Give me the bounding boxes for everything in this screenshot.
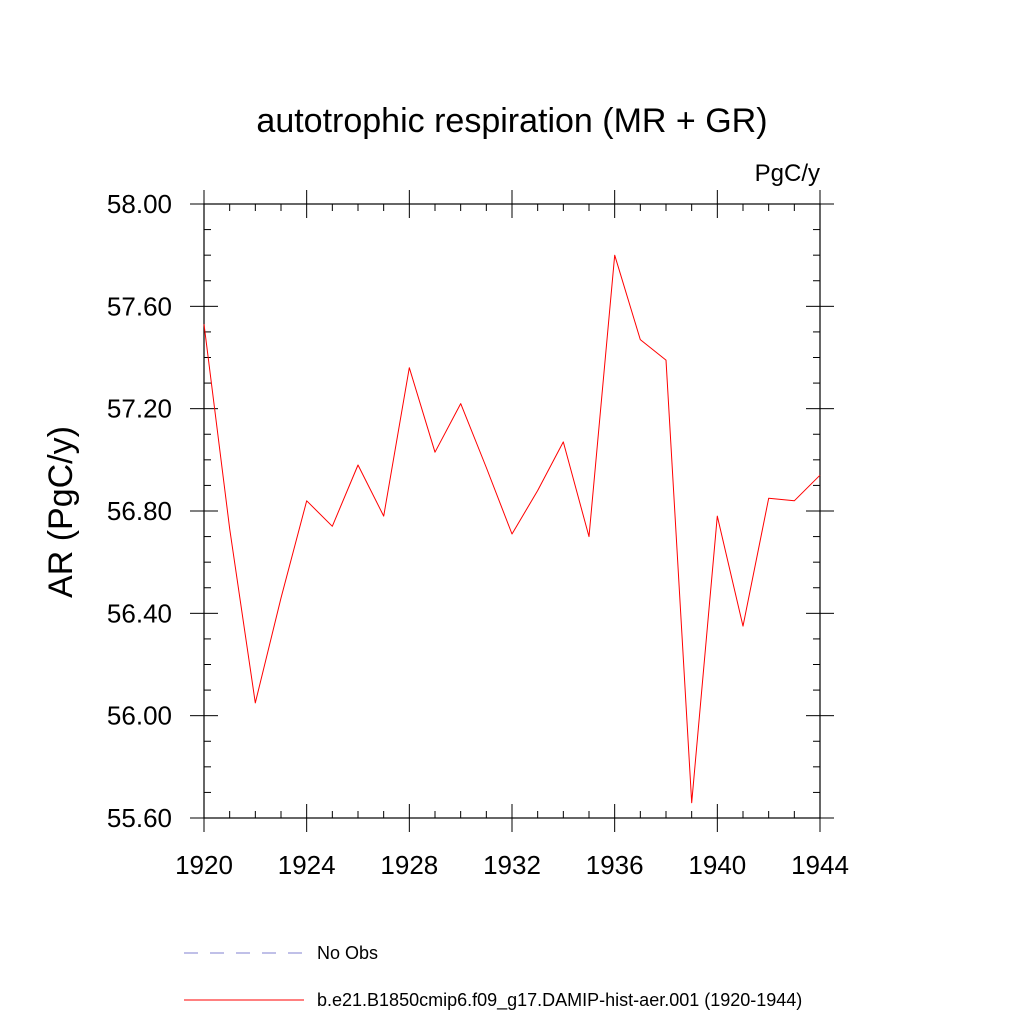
y-tick-label: 56.00: [107, 701, 172, 731]
units-label: PgC/y: [755, 160, 820, 187]
y-tick-label: 55.60: [107, 803, 172, 833]
legend-label-no-obs: No Obs: [317, 943, 378, 963]
y-tick-label: 57.60: [107, 291, 172, 321]
series-layer: [203, 254, 821, 804]
x-tick-label: 1920: [175, 850, 233, 880]
x-tick-label: 1924: [278, 850, 336, 880]
chart-title: autotrophic respiration (MR + GR): [256, 102, 767, 140]
x-tick-label: 1936: [586, 850, 644, 880]
x-axis: 1920 1924 1928 1932 1936 1940 1944: [175, 190, 849, 880]
y-axis: 55.60 56.00 56.40 56.80 57.20 57.60 58.00: [107, 189, 834, 833]
legend: No Obs b.e21.B1850cmip6.f09_g17.DAMIP-hi…: [184, 943, 802, 1011]
y-axis-label: AR (PgC/y): [42, 426, 80, 598]
y-tick-label: 58.00: [107, 189, 172, 219]
legend-label-series: b.e21.B1850cmip6.f09_g17.DAMIP-hist-aer.…: [317, 990, 802, 1011]
series-line: [203, 254, 821, 804]
y-tick-label: 56.80: [107, 496, 172, 526]
x-tick-label: 1932: [483, 850, 541, 880]
x-tick-label: 1944: [791, 850, 849, 880]
y-tick-label: 56.40: [107, 598, 172, 628]
x-tick-label: 1928: [380, 850, 438, 880]
x-tick-label: 1940: [688, 850, 746, 880]
plot-frame: [203, 203, 821, 819]
y-tick-label: 57.20: [107, 394, 172, 424]
